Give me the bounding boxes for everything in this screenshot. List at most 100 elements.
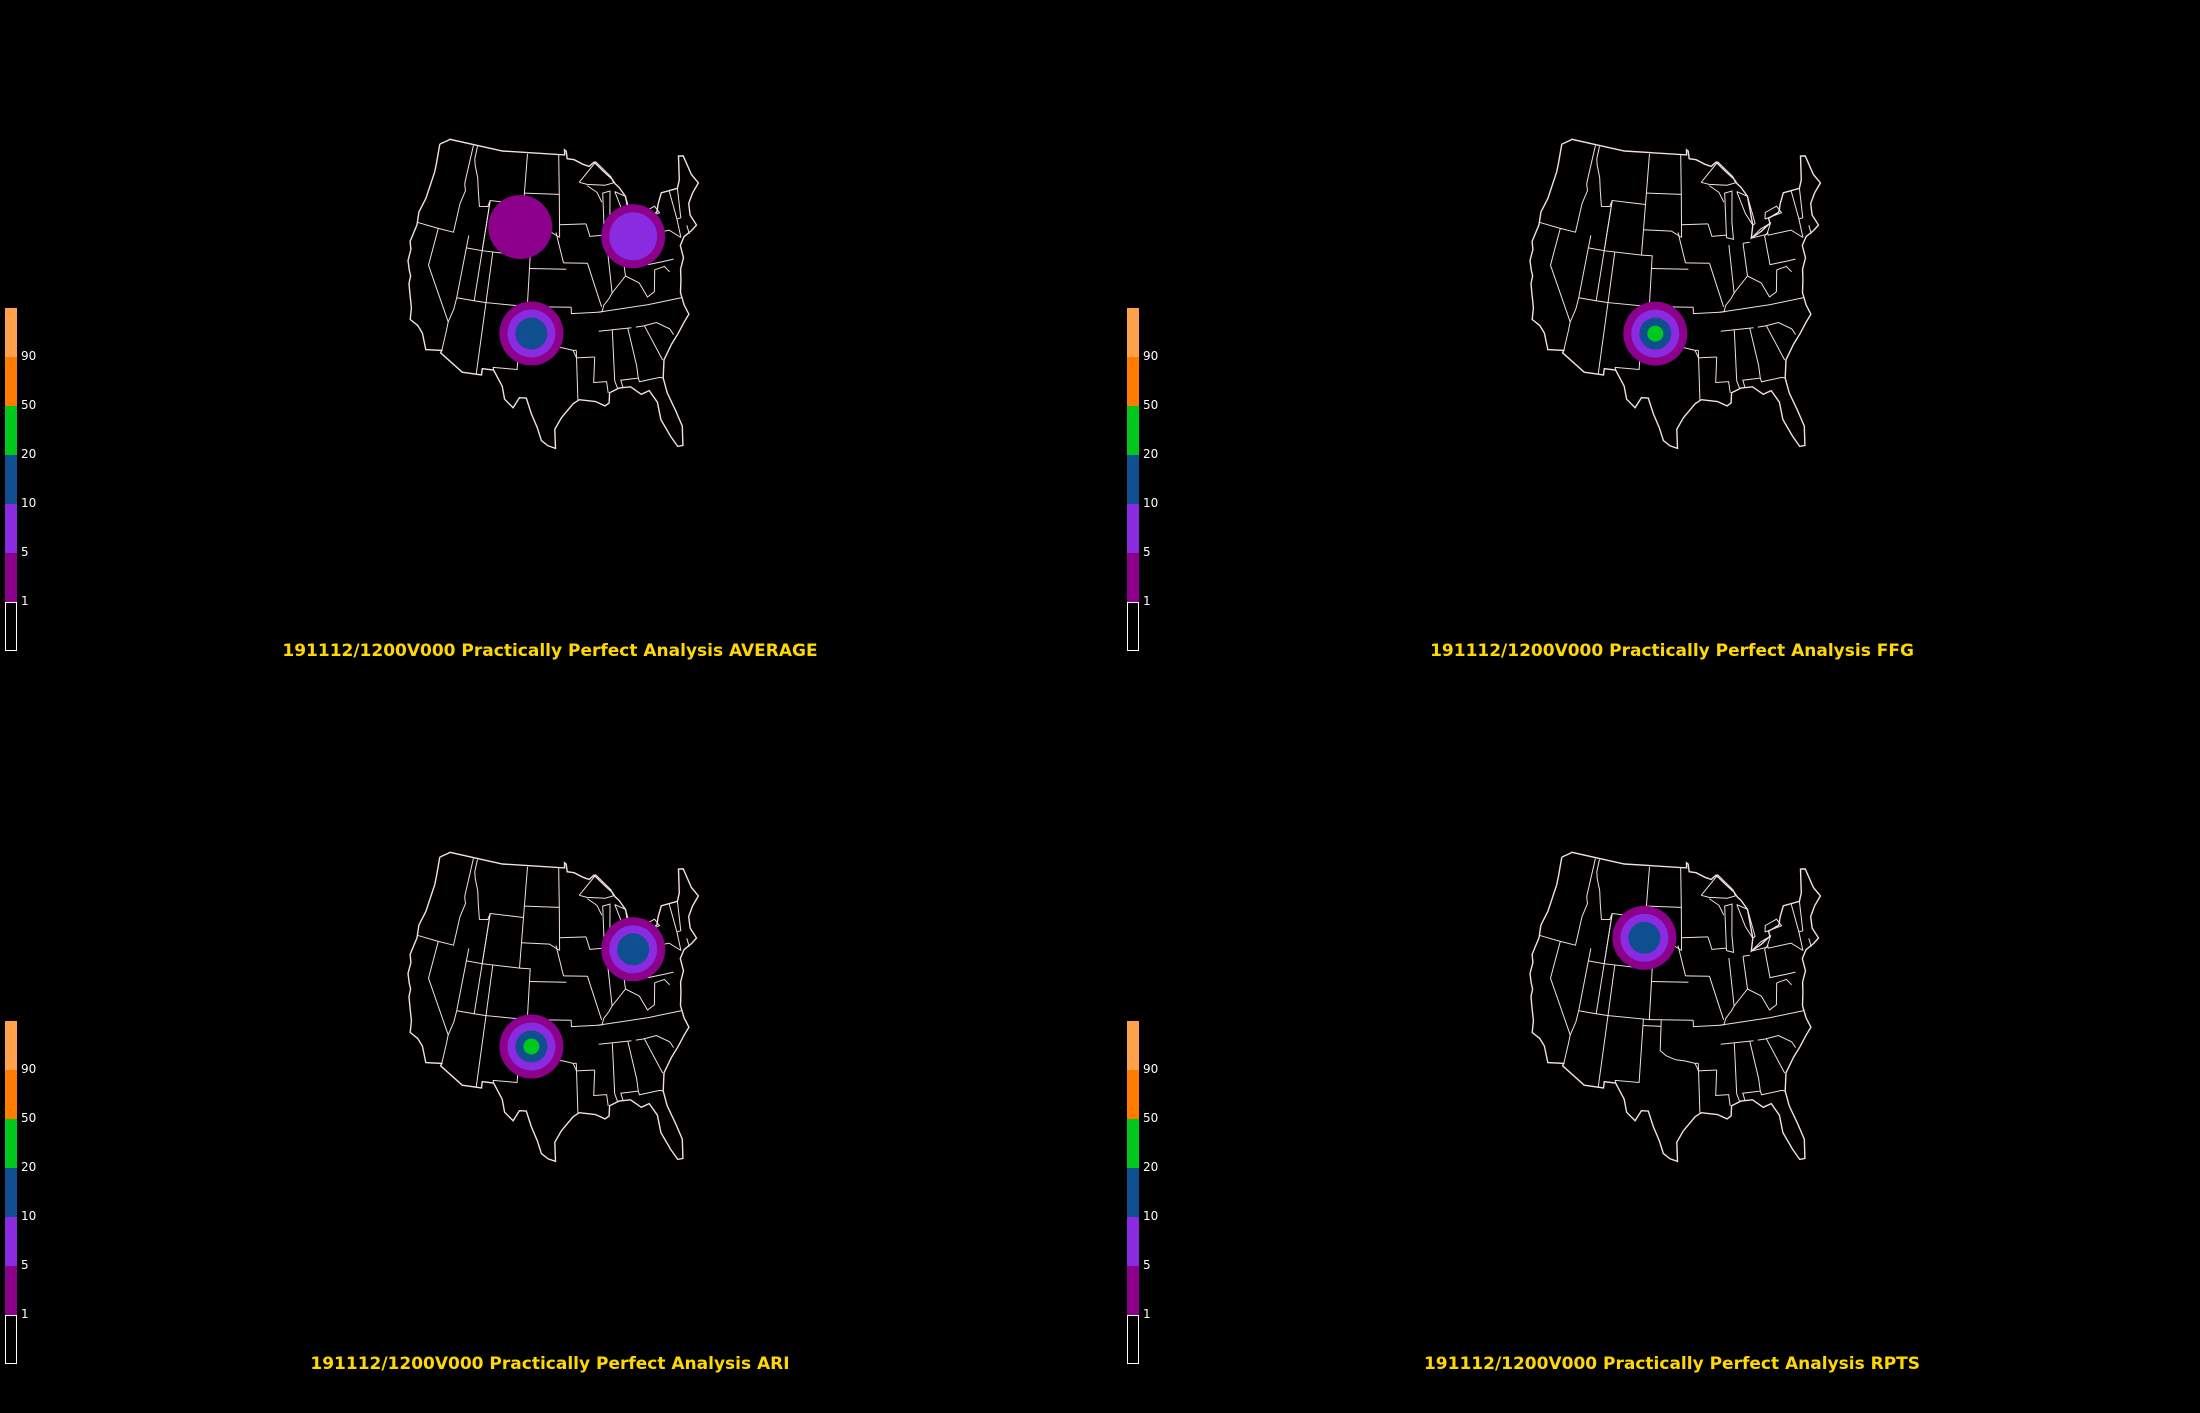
state-border	[571, 1020, 598, 1026]
state-border	[1596, 1014, 1608, 1016]
state-border	[1708, 937, 1726, 950]
state-border	[1716, 357, 1731, 393]
panel-title: 191112/1200V000 Practically Perfect Anal…	[1122, 641, 2200, 661]
state-border	[1777, 266, 1792, 271]
probability-ring	[488, 195, 552, 259]
state-border	[1743, 243, 1748, 276]
state-border	[559, 868, 560, 951]
state-border	[1646, 193, 1681, 194]
state-border	[1758, 323, 1796, 335]
state-border	[587, 186, 602, 203]
colorbar-label: 5	[1143, 1259, 1151, 1271]
colorbar-segment	[1127, 1070, 1139, 1119]
state-border	[599, 328, 632, 332]
state-border	[621, 1041, 639, 1100]
colorbar-segment	[1127, 1217, 1139, 1266]
state-border	[612, 330, 617, 388]
probability-ring	[1628, 922, 1660, 954]
state-border	[559, 155, 560, 238]
colorbar-label: 90	[1143, 1063, 1158, 1075]
state-border	[1682, 224, 1709, 225]
state-border	[1598, 1016, 1608, 1088]
state-border	[1693, 1020, 1720, 1026]
state-border	[1760, 377, 1785, 381]
state-border	[1743, 956, 1748, 989]
state-border	[599, 1041, 632, 1045]
colorbar-label: 5	[21, 1259, 29, 1271]
state-border	[1799, 901, 1803, 932]
state-border	[1708, 224, 1726, 237]
colorbar-label: 20	[21, 1161, 36, 1173]
country-outline	[1530, 139, 1820, 448]
state-border	[1720, 1011, 1805, 1026]
colorbar-label: 10	[1143, 1210, 1158, 1222]
colorbar-segment	[5, 1168, 17, 1217]
state-border	[571, 307, 598, 313]
state-border	[429, 228, 449, 350]
colorbar-label: 50	[21, 1112, 36, 1124]
colorbar-label: 1	[21, 1308, 29, 1320]
state-border	[1734, 1043, 1739, 1101]
probability-ring	[609, 212, 657, 260]
state-border	[1681, 868, 1682, 951]
state-border	[1721, 328, 1754, 332]
colorbar-label: 90	[21, 350, 36, 362]
state-border	[1598, 303, 1608, 375]
colorbar-segment	[5, 1070, 17, 1119]
basemap-lines	[1530, 852, 1820, 1161]
state-border	[612, 1043, 617, 1101]
state-border	[1608, 252, 1652, 306]
state-border	[1652, 269, 1689, 270]
basemap-lines	[408, 852, 698, 1161]
map-svg	[1122, 0, 2200, 640]
state-border	[448, 235, 469, 322]
state-border	[429, 941, 449, 1063]
colorbar-label: 50	[1143, 399, 1158, 411]
state-border	[530, 269, 567, 270]
state-border	[474, 301, 486, 303]
state-border	[476, 303, 486, 375]
state-border	[522, 943, 560, 951]
state-border	[417, 146, 473, 233]
state-border	[644, 1039, 662, 1073]
state-border	[560, 224, 587, 225]
colorbar-label: 1	[21, 595, 29, 607]
colorbar-segment	[5, 1266, 17, 1315]
state-border	[1608, 965, 1652, 1019]
state-border	[598, 298, 683, 313]
state-border	[417, 859, 473, 946]
state-border	[677, 901, 681, 932]
panel-title: 191112/1200V000 Practically Perfect Anal…	[1122, 1354, 2200, 1374]
colorbar-segment	[1127, 504, 1139, 553]
colorbar-segment	[1127, 455, 1139, 504]
state-border	[1539, 859, 1595, 946]
state-border	[1761, 983, 1777, 1010]
state-border	[594, 1070, 609, 1106]
state-border	[594, 357, 609, 393]
state-border	[1681, 155, 1682, 238]
state-border	[669, 904, 681, 951]
state-border	[1799, 188, 1803, 219]
state-border	[486, 252, 530, 306]
state-border	[1649, 1020, 1693, 1021]
state-border	[638, 1090, 663, 1094]
colorbar-label: 1	[1143, 1308, 1151, 1320]
colorbar-segment	[1127, 1021, 1139, 1070]
state-border	[1682, 937, 1709, 938]
colorbar-label: 10	[21, 497, 36, 509]
state-border	[1729, 958, 1734, 1006]
state-border	[1720, 298, 1805, 313]
colorbar-segment	[1127, 357, 1139, 406]
basemap-lines	[1530, 139, 1820, 448]
state-border	[560, 937, 587, 938]
colorbar-segment	[5, 553, 17, 602]
lake-outline	[1725, 904, 1734, 952]
probability-ring	[515, 318, 547, 350]
state-border	[639, 270, 655, 297]
state-border	[1709, 186, 1724, 203]
probability-ring	[1647, 326, 1663, 342]
state-border	[1777, 979, 1792, 984]
state-border	[621, 328, 639, 387]
colorbar-label: 90	[1143, 350, 1158, 362]
